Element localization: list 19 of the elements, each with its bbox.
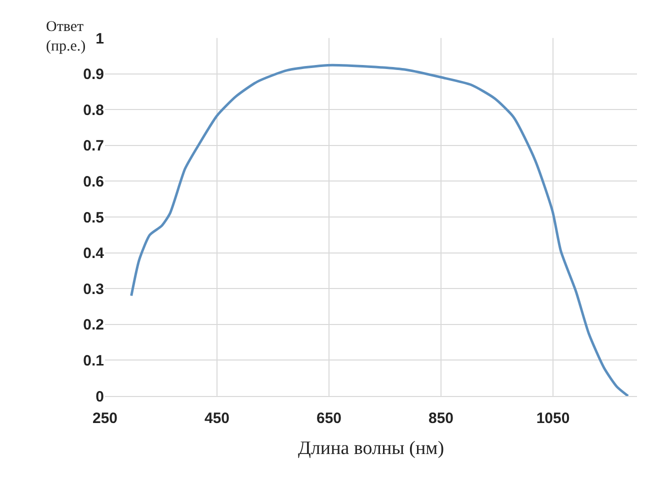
line-series bbox=[130, 64, 630, 396]
x-tick-label: 450 bbox=[204, 410, 230, 427]
x-tick-label: 650 bbox=[316, 410, 342, 427]
y-tick-label: 0.5 bbox=[83, 209, 104, 226]
y-tick-label: 0.1 bbox=[83, 352, 104, 370]
y-tick-label: 0.3 bbox=[83, 280, 104, 298]
y-tick-label: 0.4 bbox=[83, 245, 105, 262]
y-tick-label: 0.6 bbox=[83, 173, 104, 190]
y-axis-title: Ответ (пр.е.) bbox=[46, 19, 86, 54]
x-tick-label: 250 bbox=[92, 410, 118, 427]
y-tick-label: 0.9 bbox=[83, 66, 104, 84]
x-tick-label: 850 bbox=[428, 410, 454, 427]
y-tick-label: 0.7 bbox=[83, 138, 104, 155]
y-tick-label: 0.2 bbox=[83, 316, 104, 334]
x-axis-title: Длина волны (нм) bbox=[298, 438, 444, 459]
y-tick-label: 1 bbox=[96, 30, 104, 48]
x-tick-label: 1050 bbox=[536, 410, 570, 427]
y-tick-label: 0.8 bbox=[83, 102, 104, 119]
y-tick-label: 0 bbox=[96, 388, 104, 406]
